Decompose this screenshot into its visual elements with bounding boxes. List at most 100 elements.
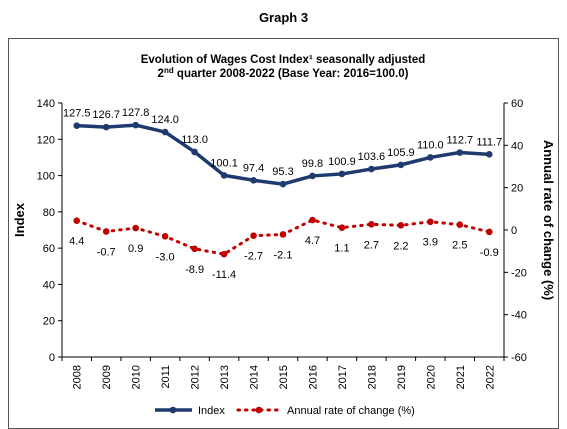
rate-point [220,250,228,258]
y-left-tick-label: 60 [43,243,55,255]
rate-data-label: 2.5 [452,240,467,252]
y-left-tick-label: 0 [49,352,55,364]
y-axis-left-label: Index [12,202,27,237]
index-point [279,180,287,188]
y-left-tick-label: 80 [43,207,55,219]
index-data-label: 127.5 [63,108,91,120]
index-point [397,161,405,169]
index-data-label: 112.7 [446,135,473,147]
x-tick-label: 2009 [101,365,113,389]
index-point [456,149,464,156]
rate-point [191,245,198,253]
chart-title-line1: Evolution of Wages Cost Index¹ seasonall… [141,54,426,66]
x-tick-label: 2008 [72,365,84,389]
legend-index-label: Index [198,405,225,417]
index-point [368,165,375,173]
index-point [191,148,198,156]
rate-point [368,220,375,228]
rate-point [397,222,405,229]
index-point [427,154,434,161]
rate-point [73,217,81,224]
rate-data-label: -2.7 [244,251,263,263]
index-point [338,170,346,178]
rate-data-label: -3.0 [156,251,175,263]
index-point [132,121,139,129]
y-right-tick-label: 0 [511,225,517,237]
x-tick-label: 2018 [366,365,378,389]
legend-index-marker [169,406,177,414]
index-data-label: 124.0 [151,114,179,126]
y-right-tick-label: 40 [511,140,523,152]
index-data-label: 100.1 [210,157,238,169]
x-tick-label: 2022 [484,365,496,389]
y-axis-right-label: Annual rate of change (%) [541,140,556,300]
x-tick-label: 2013 [219,365,231,389]
rate-data-label: -11.4 [212,269,236,281]
index-data-label: 126.7 [92,109,120,121]
index-data-label: 105.9 [387,147,415,159]
rate-point [102,228,110,235]
y-left-tick-label: 120 [37,134,55,146]
x-tick-label: 2020 [425,365,437,389]
index-point [485,151,493,158]
x-tick-label: 2010 [131,365,143,389]
y-right-tick-label: -40 [511,310,527,322]
y-left-tick-label: 140 [37,98,55,110]
index-data-label: 113.0 [181,134,208,146]
legend-rate-label: Annual rate of change (%) [287,405,415,417]
index-point [73,122,81,129]
index-point [220,172,228,179]
y-left-tick-label: 20 [43,316,55,328]
rate-data-label: -8.9 [185,264,204,276]
y-right-tick-label: 60 [511,98,523,110]
rate-data-label: 0.9 [128,243,143,255]
index-data-label: 100.9 [328,156,356,168]
x-tick-label: 2019 [396,365,408,389]
rate-point [485,228,493,236]
axes: 0 20 40 60 80 100 120 140 -60 -40 -20 0 20 40 60 2008 20… [37,98,527,389]
index-data-label: 95.3 [272,166,293,178]
y-right-tick-label: -20 [511,267,527,279]
y-left-tick-label: 100 [37,171,55,183]
rate-data-label: -2.1 [274,249,293,261]
rate-point [456,221,464,229]
rate-point [161,233,169,240]
rate-point [279,231,287,238]
rate-data-label: 4.7 [305,235,320,247]
y-right-tick-label: -60 [511,352,527,364]
index-data-label: 99.8 [302,158,323,170]
x-tick-label: 2011 [160,365,172,389]
chart-title-line2-pre: 2 [158,68,164,80]
index-data-label: 103.6 [358,151,386,163]
rate-point [309,216,316,224]
legend: Index Annual rate of change (%) [155,405,415,417]
rate-data-label: -0.9 [480,247,499,259]
x-tick-label: 2014 [249,365,261,389]
rate-point [427,218,434,226]
y-left-tick-label: 40 [43,279,55,291]
x-tick-label: 2021 [455,365,467,389]
chart-marks: 4.4 -0.7 0.9 -3.0 -8.9 -11.4 -2.7 -2.1 4.7 1.1 2.7… [63,107,502,281]
rate-data-label: 2.2 [393,240,408,252]
rate-point [338,224,346,231]
rate-data-label: 1.1 [334,243,349,255]
rate-point [132,224,139,232]
x-tick-label: 2017 [337,365,349,389]
legend-rate-marker [255,406,263,414]
chart-title-line2: 2nd quarter 2008-2022 (Base Year: 2016=1… [158,66,409,80]
y-right-tick-label: 20 [511,183,523,195]
rate-data-label: 4.4 [69,236,84,248]
chart-title-line2-post: quarter 2008-2022 (Base Year: 2016=100.0… [174,68,409,80]
index-data-label: 127.8 [122,107,150,119]
page-label: Graph 3 [258,10,309,25]
rate-data-label: 2.7 [364,239,379,251]
x-tick-label: 2015 [278,365,290,389]
x-tick-label: 2012 [190,365,202,389]
rate-data-label: -0.7 [97,246,116,258]
rate-data-label: 3.9 [423,237,438,249]
index-point [102,123,110,131]
index-data-label: 110.0 [417,139,444,151]
x-tick-label: 2016 [307,365,319,389]
index-point [250,176,257,184]
